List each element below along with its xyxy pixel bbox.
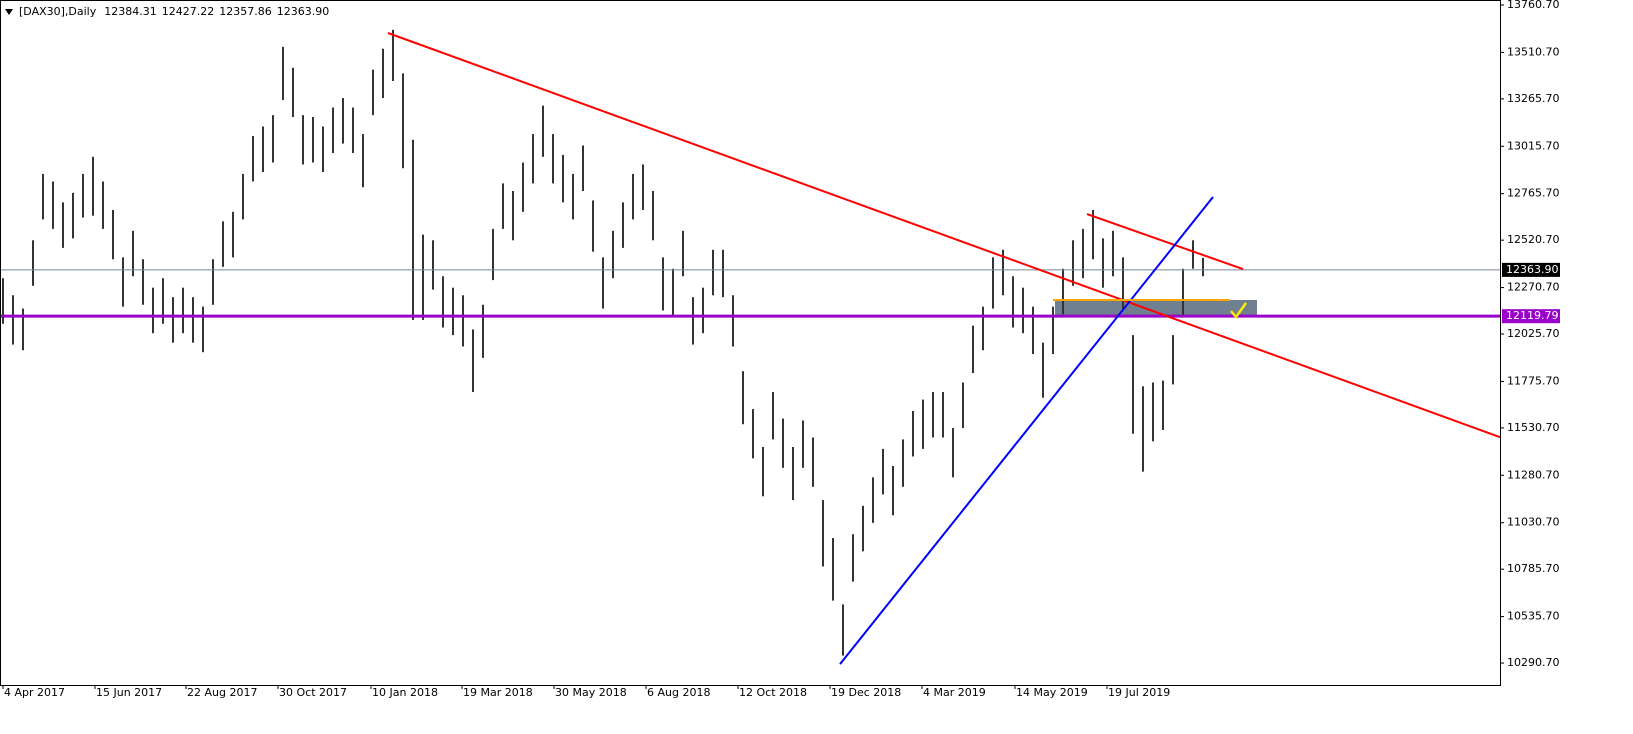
y-tick-label: 13015.70 <box>1507 139 1560 152</box>
x-tick-label: 19 Mar 2018 <box>463 686 533 699</box>
x-tick-label: 4 Mar 2019 <box>923 686 986 699</box>
x-tick-label: 22 Aug 2017 <box>187 686 257 699</box>
x-tick-label: 19 Dec 2018 <box>831 686 901 699</box>
symbol: [DAX30],Daily <box>19 5 97 18</box>
y-tick-label: 13760.70 <box>1507 0 1560 11</box>
x-tick-label: 14 May 2019 <box>1016 686 1088 699</box>
x-tick-label: 19 Jul 2019 <box>1108 686 1170 699</box>
trendline <box>387 32 1501 439</box>
y-tick-label: 13510.70 <box>1507 45 1560 58</box>
y-tick-label: 12270.70 <box>1507 281 1560 294</box>
y-tick-label: 11030.70 <box>1507 516 1560 529</box>
x-tick-label: 12 Oct 2018 <box>739 686 807 699</box>
trendline <box>839 196 1214 665</box>
y-tick-label: 10785.70 <box>1507 562 1560 575</box>
plot-frame <box>0 0 1501 686</box>
price-label: 12363.90 <box>1506 263 1559 276</box>
quote-open: 12384.31 <box>104 5 157 18</box>
x-tick-label: 15 Jun 2017 <box>96 686 162 699</box>
menu-arrow <box>5 9 13 15</box>
y-tick-label: 11280.70 <box>1507 468 1560 481</box>
y-tick-label: 12765.70 <box>1507 187 1560 200</box>
y-tick-label: 13265.70 <box>1507 92 1560 105</box>
quote-close: 12363.90 <box>277 5 330 18</box>
y-tick-label: 12025.70 <box>1507 327 1560 340</box>
level-label: 12119.79 <box>1506 309 1559 322</box>
plot-area <box>0 29 1501 665</box>
quote-high: 12427.22 <box>162 5 215 18</box>
chart-header: [DAX30],Daily 12384.31 12427.22 12357.86 123… <box>19 5 329 18</box>
zone <box>1055 300 1257 318</box>
y-tick-label: 11530.70 <box>1507 421 1560 434</box>
x-tick-label: 10 Jan 2018 <box>372 686 438 699</box>
y-tick-label: 10290.70 <box>1507 656 1560 669</box>
x-tick-label: 30 May 2018 <box>555 686 627 699</box>
y-tick-label: 12520.70 <box>1507 233 1560 246</box>
x-tick-label: 30 Oct 2017 <box>279 686 347 699</box>
x-tick-label: 4 Apr 2017 <box>4 686 65 699</box>
check-icon <box>1230 302 1248 320</box>
trendline <box>1086 213 1244 271</box>
quote-low: 12357.86 <box>219 5 272 18</box>
y-tick-label: 10535.70 <box>1507 610 1560 623</box>
price-box <box>1502 262 1560 277</box>
x-tick-label: 6 Aug 2018 <box>647 686 710 699</box>
level-box <box>1502 309 1560 324</box>
y-tick-label: 11775.70 <box>1507 374 1560 387</box>
